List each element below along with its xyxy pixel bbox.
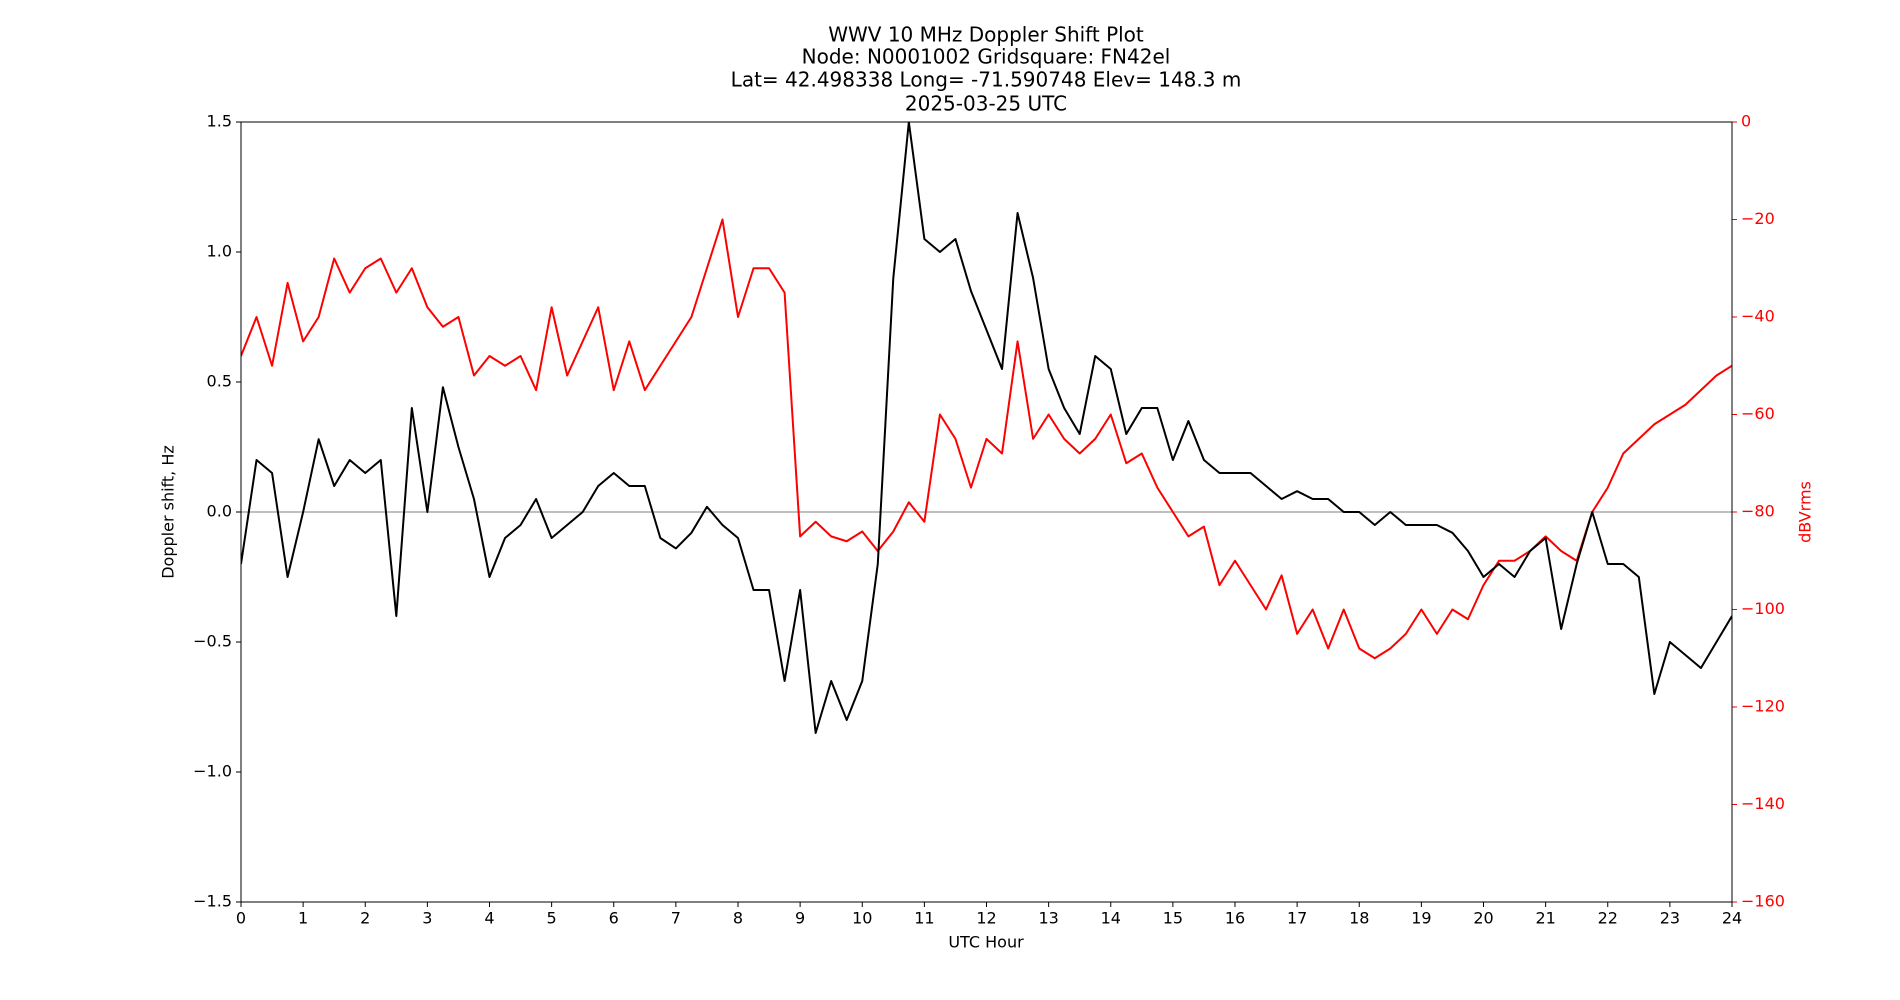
x-tick-label: 7 <box>671 909 681 928</box>
x-tick-label: 3 <box>422 909 432 928</box>
x-tick-label: 21 <box>1535 909 1555 928</box>
y-tick-label: −0.5 <box>193 632 232 651</box>
x-tick-label: 22 <box>1598 909 1618 928</box>
data-line <box>241 122 1732 734</box>
x-tick-label: 0 <box>236 909 246 928</box>
chart-title: WWV 10 MHz Doppler Shift Plot <box>828 23 1144 47</box>
y2-axis-label: dBVrms <box>1796 481 1815 543</box>
y-axis-label: Doppler shift, Hz <box>159 445 178 579</box>
y-tick-label: 1.5 <box>207 112 232 131</box>
x-tick-label: 11 <box>914 909 934 928</box>
y2-tick-label: −60 <box>1741 404 1775 423</box>
x-tick-label: 5 <box>547 909 557 928</box>
x-tick-label: 12 <box>976 909 996 928</box>
chart-subtitle: Lat= 42.498338 Long= -71.590748 Elev= 14… <box>731 68 1242 92</box>
x-tick-label: 10 <box>852 909 872 928</box>
y2-tick-label: −100 <box>1741 599 1785 618</box>
plot-frame <box>240 121 1733 903</box>
y2-tick-label: −120 <box>1741 697 1785 716</box>
y2-tick-label: −20 <box>1741 209 1775 228</box>
data-line <box>241 218 1732 660</box>
x-tick-label: 20 <box>1473 909 1493 928</box>
x-tick-label: 13 <box>1038 909 1058 928</box>
y-tick-label: 0.0 <box>207 502 232 521</box>
chart-subtitle: 2025-03-25 UTC <box>905 92 1067 116</box>
x-tick-label: 15 <box>1163 909 1183 928</box>
x-tick-label: 9 <box>795 909 805 928</box>
x-tick-label: 2 <box>360 909 370 928</box>
y-tick-label: 0.5 <box>207 372 232 391</box>
y-tick-label: −1.5 <box>193 892 232 911</box>
y-tick-label: 1.0 <box>207 242 232 261</box>
x-tick-label: 8 <box>733 909 743 928</box>
x-tick-label: 6 <box>609 909 619 928</box>
chart-subtitle: Node: N0001002 Gridsquare: FN42el <box>802 45 1171 69</box>
y2-tick-label: −40 <box>1741 307 1775 326</box>
x-tick-label: 4 <box>484 909 494 928</box>
x-tick-label: 16 <box>1225 909 1245 928</box>
x-axis-label: UTC Hour <box>948 933 1024 952</box>
x-tick-label: 24 <box>1722 909 1742 928</box>
x-tick-label: 23 <box>1660 909 1680 928</box>
x-tick-label: 17 <box>1287 909 1307 928</box>
x-tick-label: 1 <box>298 909 308 928</box>
y-tick-label: −1.0 <box>193 762 232 781</box>
x-tick-label: 18 <box>1349 909 1369 928</box>
x-tick-label: 14 <box>1101 909 1121 928</box>
x-tick-label: 19 <box>1411 909 1431 928</box>
y2-tick-label: 0 <box>1741 112 1751 131</box>
y2-tick-label: −80 <box>1741 502 1775 521</box>
y2-tick-label: −140 <box>1741 794 1785 813</box>
y2-tick-label: −160 <box>1741 892 1785 911</box>
